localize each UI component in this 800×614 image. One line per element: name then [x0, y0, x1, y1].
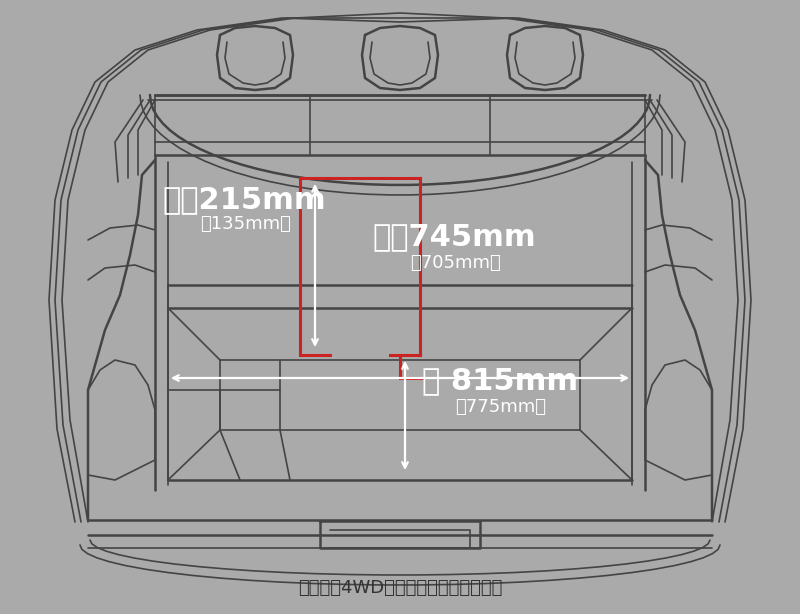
- Text: 高さ215mm: 高さ215mm: [162, 185, 326, 214]
- Text: （　）は4WD車。数値は社内測定値。: （ ）は4WD車。数値は社内測定値。: [298, 579, 502, 597]
- Text: （775mm）: （775mm）: [455, 398, 546, 416]
- Text: （135mm）: （135mm）: [200, 215, 291, 233]
- Text: （705mm）: （705mm）: [410, 254, 501, 272]
- Text: 幅 815mm: 幅 815mm: [422, 366, 578, 395]
- Text: 長さ745mm: 長さ745mm: [372, 222, 536, 251]
